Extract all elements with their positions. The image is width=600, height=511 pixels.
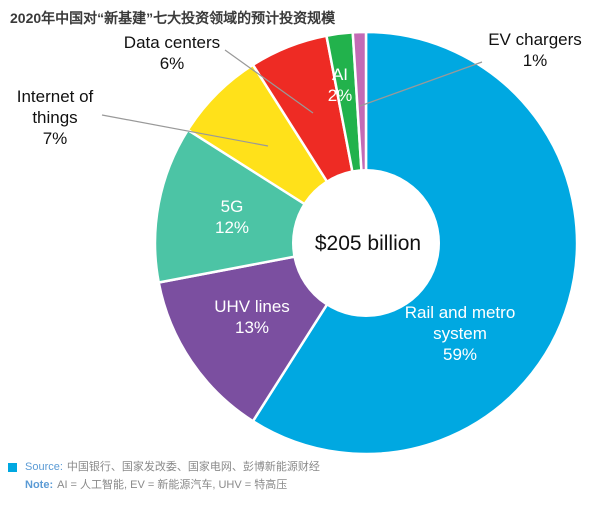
slice-label-data-centers: Data centers bbox=[124, 33, 220, 52]
source-marker bbox=[8, 462, 17, 472]
chart-footer: Source: 中国银行、国家发改委、国家电网、彭博新能源财经 Note: AI… bbox=[8, 458, 320, 494]
slice-value-ev-chargers: 1% bbox=[523, 51, 548, 70]
donut-hole bbox=[292, 169, 440, 317]
leader-lines bbox=[101, 49, 483, 147]
slice-value-ai: 2% bbox=[328, 86, 353, 105]
center-total-label: $205 billion bbox=[315, 232, 421, 255]
slice-value-data-centers: 6% bbox=[160, 54, 185, 73]
slice-value-5g: 12% bbox=[215, 218, 249, 237]
slice-value-uhv-lines: 13% bbox=[235, 318, 269, 337]
slice-label-internet-of-things: Internet of bbox=[17, 87, 94, 106]
leader-line-ev-chargers bbox=[359, 61, 483, 107]
slice-label-ai: AI bbox=[332, 65, 348, 84]
slice-label-uhv-lines: UHV lines bbox=[214, 297, 290, 316]
note-text: AI = 人工智能, EV = 新能源汽车, UHV = 特高压 bbox=[57, 479, 288, 491]
slice-label-5g: 5G bbox=[221, 197, 244, 216]
source-row: Source: 中国银行、国家发改委、国家电网、彭博新能源财经 bbox=[8, 458, 320, 476]
leader-line-data-centers bbox=[224, 49, 314, 114]
leader-line-internet-of-things bbox=[101, 114, 269, 147]
source-text: 中国银行、国家发改委、国家电网、彭博新能源财经 bbox=[66, 461, 320, 473]
slice-labels: Rail and metro system 59% UHV lines 13% 5G 12%… bbox=[17, 30, 582, 364]
note-label: Note: bbox=[25, 479, 54, 491]
slice-value-rail-and-metro-system: 59% bbox=[443, 345, 477, 364]
slice-label-rail-and-metro-system: Rail and metro bbox=[405, 303, 516, 322]
slice-label-internet-of-things: things bbox=[32, 108, 77, 127]
slice-label-ev-chargers: EV chargers bbox=[488, 30, 582, 49]
note-row: Note: AI = 人工智能, EV = 新能源汽车, UHV = 特高压 bbox=[25, 476, 320, 494]
source-label: Source: bbox=[25, 461, 63, 473]
donut-chart: $205 billion Rail and metro system 59% UHV … bbox=[17, 30, 582, 455]
slice-value-internet-of-things: 7% bbox=[43, 129, 68, 148]
chart-title: 2020年中国对“新基建”七大投资领域的预计投资规模 bbox=[10, 10, 336, 26]
slice-label-rail-and-metro-system: system bbox=[433, 324, 487, 343]
